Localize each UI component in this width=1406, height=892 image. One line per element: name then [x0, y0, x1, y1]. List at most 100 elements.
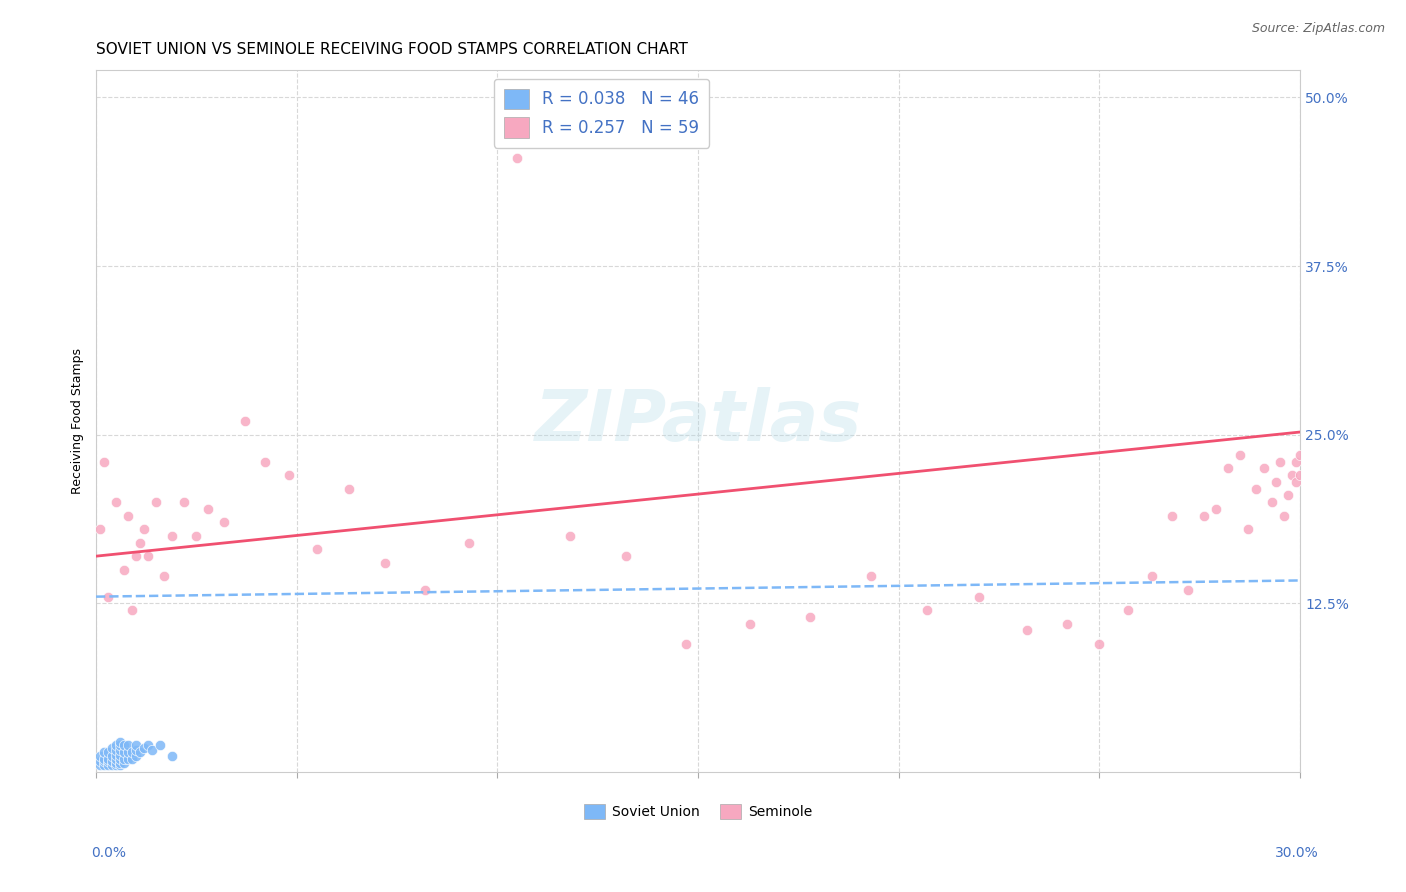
Point [89, 758, 111, 772]
Point [141, 743, 163, 757]
Point [1281, 468, 1303, 483]
Point [214, 516, 236, 530]
Point [105, 747, 128, 762]
Point [108, 735, 131, 749]
Point [108, 758, 131, 772]
Point [97, 590, 120, 604]
Point [105, 495, 128, 509]
Point [1265, 475, 1288, 489]
Text: 30.0%: 30.0% [1275, 846, 1319, 860]
Point [253, 455, 276, 469]
Point [614, 549, 637, 563]
Point [558, 529, 581, 543]
Point [105, 738, 128, 752]
Point [101, 754, 124, 768]
Point [121, 603, 143, 617]
Point [162, 529, 184, 543]
Point [129, 535, 152, 549]
Point [93, 455, 115, 469]
Point [125, 738, 148, 752]
Point [1285, 475, 1308, 489]
Point [89, 754, 111, 768]
Point [93, 758, 115, 772]
Point [1056, 616, 1078, 631]
Text: 0.0%: 0.0% [91, 846, 127, 860]
Point [1116, 603, 1139, 617]
Point [277, 468, 299, 483]
Point [915, 603, 938, 617]
Point [1177, 582, 1199, 597]
Point [105, 756, 128, 770]
Point [173, 495, 195, 509]
Point [108, 743, 131, 757]
Point [413, 582, 436, 597]
Point [136, 738, 159, 752]
Point [134, 522, 156, 536]
Point [112, 563, 135, 577]
Point [374, 556, 396, 570]
Point [1160, 508, 1182, 523]
Point [1268, 455, 1291, 469]
Point [125, 743, 148, 757]
Point [112, 751, 135, 765]
Point [117, 508, 139, 523]
Point [859, 569, 882, 583]
Point [108, 756, 131, 770]
Point [97, 751, 120, 765]
Point [1272, 508, 1295, 523]
Point [1229, 448, 1251, 462]
Point [117, 745, 139, 759]
Point [162, 748, 184, 763]
Point [112, 738, 135, 752]
Point [97, 754, 120, 768]
Point [1205, 502, 1227, 516]
Point [125, 549, 148, 563]
Point [1253, 461, 1275, 475]
Point [121, 745, 143, 759]
Y-axis label: Receiving Food Stamps: Receiving Food Stamps [72, 348, 84, 494]
Point [108, 751, 131, 765]
Text: SOVIET UNION VS SEMINOLE RECEIVING FOOD STAMPS CORRELATION CHART: SOVIET UNION VS SEMINOLE RECEIVING FOOD … [96, 42, 688, 57]
Point [105, 743, 128, 757]
Point [134, 740, 156, 755]
Point [117, 751, 139, 765]
Point [1244, 482, 1267, 496]
Point [1237, 522, 1260, 536]
Point [675, 637, 697, 651]
Point [506, 151, 529, 165]
Point [1285, 455, 1308, 469]
Point [1088, 637, 1111, 651]
Point [233, 414, 256, 428]
Point [153, 569, 176, 583]
Legend: Soviet Union, Seminole: Soviet Union, Seminole [578, 799, 818, 825]
Point [197, 502, 219, 516]
Point [112, 745, 135, 759]
Point [1261, 495, 1284, 509]
Point [1140, 569, 1163, 583]
Point [97, 758, 120, 772]
Point [145, 495, 167, 509]
Text: ZIPatlas: ZIPatlas [534, 387, 862, 456]
Point [101, 748, 124, 763]
Point [97, 745, 120, 759]
Point [125, 748, 148, 763]
Point [149, 738, 172, 752]
Point [186, 529, 208, 543]
Point [89, 522, 111, 536]
Point [117, 738, 139, 752]
Point [1192, 508, 1215, 523]
Point [305, 542, 328, 557]
Point [108, 738, 131, 752]
Point [458, 535, 481, 549]
Point [121, 751, 143, 765]
Point [337, 482, 360, 496]
Point [136, 549, 159, 563]
Point [89, 748, 111, 763]
Point [967, 590, 990, 604]
Point [1017, 624, 1039, 638]
Point [740, 616, 762, 631]
Point [101, 758, 124, 772]
Point [112, 756, 135, 770]
Point [93, 745, 115, 759]
Point [105, 758, 128, 772]
